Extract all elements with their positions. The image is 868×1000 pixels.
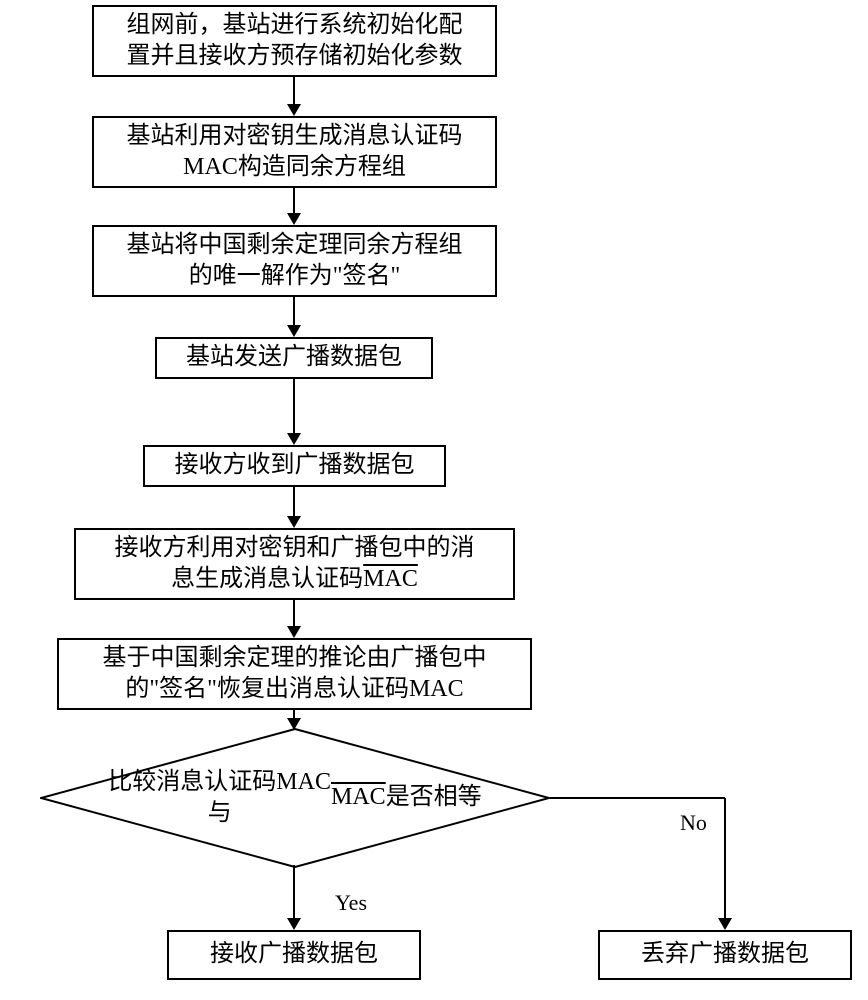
node-text: 基站发送广播数据包 xyxy=(186,342,402,373)
node-text: 接收方利用对密钥和广播包中的消息生成消息认证码MAC xyxy=(115,533,475,595)
flowchart-node-n5: 接收方收到广播数据包 xyxy=(143,445,446,487)
node-text: 接收广播数据包 xyxy=(210,939,378,970)
flowchart-node-n1: 组网前，基站进行系统初始化配置并且接收方预存储初始化参数 xyxy=(92,5,497,77)
arrow-head-6 xyxy=(287,718,301,730)
arrow-head-1 xyxy=(287,213,301,225)
decision-text: 比较消息认证码MAC与MAC是否相等 xyxy=(40,728,550,868)
flowchart-node-n9: 丢弃广播数据包 xyxy=(598,930,852,980)
edge-1 xyxy=(293,188,295,215)
flowchart-node-n6: 接收方利用对密钥和广播包中的消息生成消息认证码MAC xyxy=(74,528,515,600)
arrow-head-3 xyxy=(287,433,301,445)
node-text: 基于中国剩余定理的推论由广播包中的"签名"恢复出消息认证码MAC xyxy=(103,643,487,705)
arrow-head-8 xyxy=(718,918,732,930)
node-text: 组网前，基站进行系统初始化配置并且接收方预存储初始化参数 xyxy=(127,10,463,72)
arrow-head-7 xyxy=(287,918,301,930)
edge-label-no: No xyxy=(680,810,707,836)
edge-0 xyxy=(293,77,295,106)
flowchart-node-n3: 基站将中国剩余定理同余方程组的唯一解作为"签名" xyxy=(92,225,497,297)
node-text: 基站将中国剩余定理同余方程组的唯一解作为"签名" xyxy=(127,230,463,292)
edge-3 xyxy=(293,379,295,435)
edge-7 xyxy=(293,865,295,920)
arrow-head-4 xyxy=(287,516,301,528)
edge-vert-8 xyxy=(724,798,726,920)
arrow-head-0 xyxy=(287,104,301,116)
flowchart-node-n2: 基站利用对密钥生成消息认证码MAC构造同余方程组 xyxy=(92,116,497,188)
arrow-head-5 xyxy=(287,626,301,638)
flowchart-node-n4: 基站发送广播数据包 xyxy=(155,337,433,379)
flowchart-decision-d1: 比较消息认证码MAC与MAC是否相等 xyxy=(40,728,550,868)
node-text: 丢弃广播数据包 xyxy=(641,939,809,970)
node-text: 基站利用对密钥生成消息认证码MAC构造同余方程组 xyxy=(127,121,463,183)
flowchart-node-n7: 基于中国剩余定理的推论由广播包中的"签名"恢复出消息认证码MAC xyxy=(57,638,532,710)
edge-4 xyxy=(293,487,295,518)
edge-label-yes: Yes xyxy=(335,890,367,916)
edge-horz-8 xyxy=(550,797,725,799)
node-text: 接收方收到广播数据包 xyxy=(175,450,415,481)
edge-2 xyxy=(293,297,295,327)
flowchart-node-n8: 接收广播数据包 xyxy=(167,930,421,980)
arrow-head-2 xyxy=(287,325,301,337)
edge-5 xyxy=(293,600,295,628)
